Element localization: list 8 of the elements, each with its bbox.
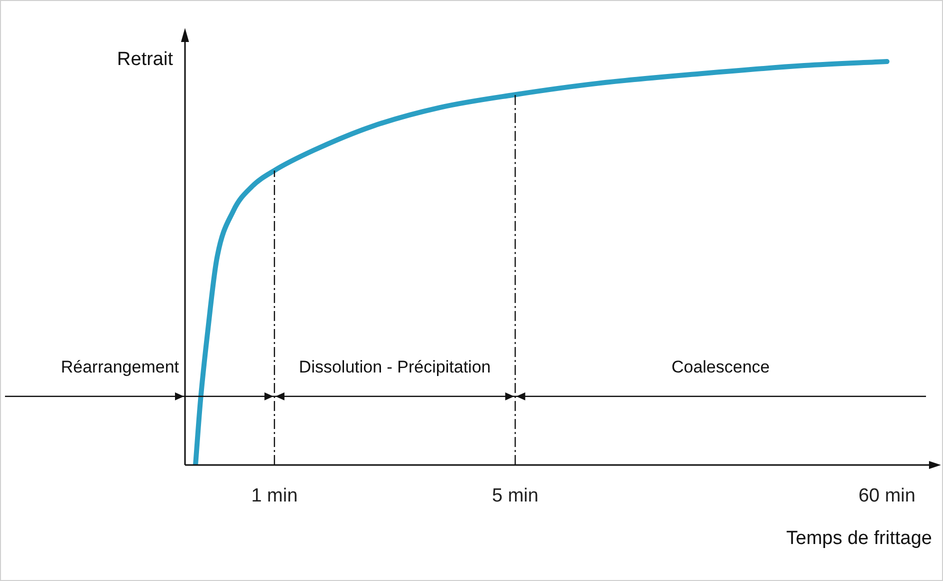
x-tick-label: 1 min	[251, 486, 298, 507]
text: Réarrangement	[60, 357, 180, 376]
y-axis-title: Retrait	[117, 49, 174, 70]
annotation: Coalescence	[671, 357, 770, 376]
x-tick-label: 60 min	[858, 486, 916, 507]
annotation: Dissolution - Précipitation	[298, 357, 491, 376]
x-axis-title: Temps de frittage	[786, 528, 932, 549]
x-tick-label: 5 min	[492, 486, 538, 507]
